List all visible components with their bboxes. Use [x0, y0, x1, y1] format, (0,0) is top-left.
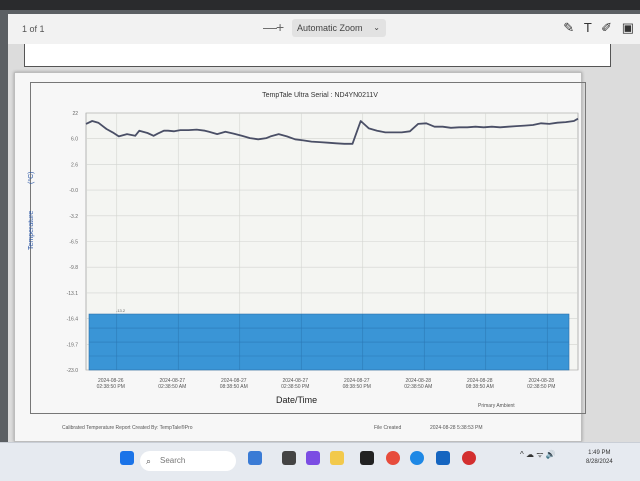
system-tray[interactable]: ^ ☁ ᯤ 🔊	[520, 450, 556, 459]
x-tick-label: 2024-08-27	[159, 378, 185, 384]
temperature-series-line	[85, 117, 579, 145]
y-tick-label: -9.8	[69, 265, 78, 271]
pdf-toolbar: 1 of 1 — + Automatic Zoom ⌄ ✎ T ✐ ▣	[8, 14, 640, 45]
y-tick-label: -6.5	[69, 240, 78, 246]
y-tick-label: -0.0	[69, 188, 78, 194]
zoom-select[interactable]: Automatic Zoom ⌄	[292, 19, 386, 37]
annotation-tools: ✎ T ✐ ▣	[557, 20, 634, 36]
clock[interactable]: 1:49 PM 8/28/2024	[586, 449, 613, 467]
time: 1:49 PM	[588, 450, 611, 456]
x-tick-label: 02:38:50 PM	[97, 384, 125, 390]
zoom-out-icon[interactable]: —	[263, 19, 277, 35]
search-placeholder: Search	[160, 456, 186, 465]
x-tick-label: 08:38:50 AM	[220, 384, 248, 390]
legend: Primary Ambient	[478, 403, 515, 409]
page-indicator: 1 of 1	[22, 24, 45, 34]
date: 8/28/2024	[586, 459, 613, 465]
band-label: -13.2	[116, 308, 126, 313]
draw-icon[interactable]: ✎	[563, 20, 575, 35]
zoom-in-icon[interactable]: +	[276, 19, 285, 35]
text-icon[interactable]: T	[583, 20, 592, 35]
footer-file-date: 2024-08-28 5:38:53 PM	[430, 425, 483, 431]
chrome-icon[interactable]	[386, 451, 400, 465]
y-tick-label: 6.0	[71, 137, 78, 143]
store-icon[interactable]	[360, 451, 374, 465]
y-tick-label: -23.0	[67, 368, 79, 374]
x-tick-label: 08:38:50 AM	[466, 384, 494, 390]
x-tick-label: 2024-08-27	[344, 378, 370, 384]
x-tick-label: 2024-08-28	[467, 378, 493, 384]
x-tick-label: 02:38:50 PM	[527, 384, 555, 390]
widgets-icon[interactable]	[248, 451, 262, 465]
x-tick-label: 02:38:50 AM	[404, 384, 432, 390]
task-view-icon[interactable]	[282, 451, 296, 465]
ink-icon[interactable]: ✐	[601, 20, 613, 35]
y-tick-label: -19.7	[67, 342, 79, 348]
taskbar-search[interactable]: ⌕ Search	[140, 451, 236, 471]
x-tick-label: 2024-08-27	[282, 378, 308, 384]
y-tick-label: -13.1	[67, 291, 79, 297]
image-icon[interactable]: ▣	[621, 20, 634, 35]
x-tick-label: 2024-08-27	[221, 378, 247, 384]
file-explorer-icon[interactable]	[330, 451, 344, 465]
y-tick-label: -16.4	[67, 317, 79, 323]
screen-bezel	[0, 0, 640, 10]
x-tick-label: 02:38:50 AM	[158, 384, 186, 390]
y-tick-label: -3.2	[69, 214, 78, 220]
x-tick-label: 2024-08-28	[405, 378, 431, 384]
chart-frame	[30, 82, 586, 414]
y-tick-label: 22	[72, 111, 78, 117]
chevron-down-icon: ⌄	[373, 23, 380, 32]
footer-created-by: Calibrated Temperature Report Created By…	[62, 425, 193, 431]
x-tick-label: 02:38:50 PM	[281, 384, 309, 390]
chat-icon[interactable]	[306, 451, 320, 465]
chart-title: TempTale Ultra Serial : ND4YN0211V	[262, 92, 378, 99]
x-axis-title: Date/Time	[276, 395, 318, 405]
zoom-value: Automatic Zoom	[297, 23, 363, 33]
edge-icon[interactable]	[410, 451, 424, 465]
taskbar: ⌕ Search ^ ☁ ᯤ 🔊 1:49 PM 8/28/2024	[0, 442, 640, 481]
previous-page	[24, 44, 611, 67]
footer-file-created: File Created	[374, 425, 402, 431]
y-tick-label: 2.6	[71, 162, 78, 168]
start-icon[interactable]	[120, 451, 134, 465]
x-tick-label: 2024-08-28	[528, 378, 554, 384]
search-icon: ⌕	[146, 456, 152, 466]
app-icon[interactable]	[436, 451, 450, 465]
x-tick-label: 2024-08-26	[98, 378, 124, 384]
x-tick-label: 08:38:50 PM	[343, 384, 371, 390]
pdf-app-icon[interactable]	[462, 451, 476, 465]
